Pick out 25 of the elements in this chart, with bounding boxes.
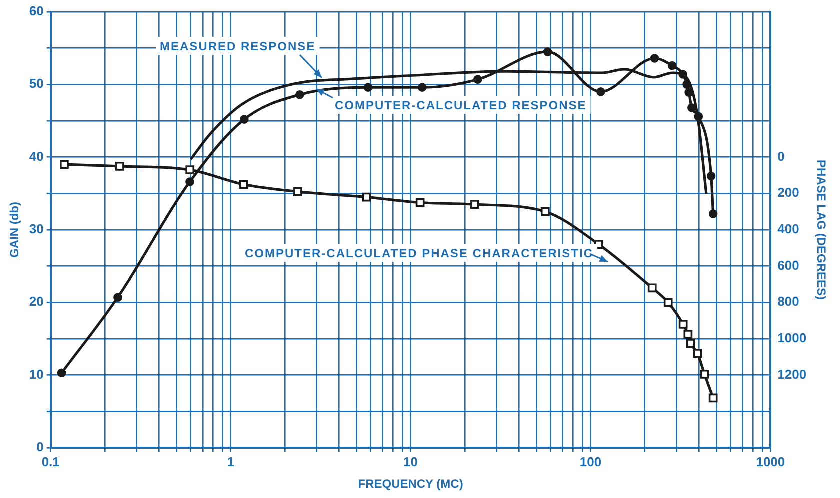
y2-tick-label: 1000 bbox=[778, 330, 807, 346]
y2-tick-label: 1200 bbox=[778, 366, 807, 382]
y2-tick-label: 400 bbox=[778, 222, 800, 237]
y2-tick-label: 0 bbox=[778, 148, 785, 164]
x-tick-label: 0.1 bbox=[42, 454, 60, 470]
y-tick-label: 60 bbox=[29, 4, 44, 19]
y-tick-label: 10 bbox=[29, 366, 44, 382]
series-label: COMPUTER-CALCULATED PHASE CHARACTERISTIC bbox=[245, 246, 594, 260]
y-tick-label: 0 bbox=[36, 440, 44, 455]
x-tick-label: 100 bbox=[580, 454, 602, 470]
y-tick-label: 30 bbox=[29, 222, 44, 237]
y2-tick-label: 800 bbox=[778, 294, 800, 310]
y2-tick-label: 200 bbox=[778, 185, 800, 200]
text: MEASURED RESPONSE bbox=[160, 39, 316, 54]
y-tick-label: 40 bbox=[29, 148, 44, 164]
y2-tick-label: 600 bbox=[778, 258, 800, 273]
x-axis-title: FREQUENCY (MC) bbox=[358, 477, 464, 492]
x-tick-label: 1 bbox=[227, 454, 234, 470]
y-tick-label: 50 bbox=[29, 76, 44, 92]
y-tick-label: 20 bbox=[29, 294, 44, 310]
x-tick-label: 1000 bbox=[756, 454, 786, 470]
series-label: COMPUTER-CALCULATED RESPONSE bbox=[335, 98, 587, 112]
y-axis-title: GAIN (db) bbox=[8, 202, 22, 258]
y2-axis-title: PHASE LAG (DEGREES) bbox=[814, 160, 828, 300]
x-tick-label: 10 bbox=[404, 454, 418, 470]
